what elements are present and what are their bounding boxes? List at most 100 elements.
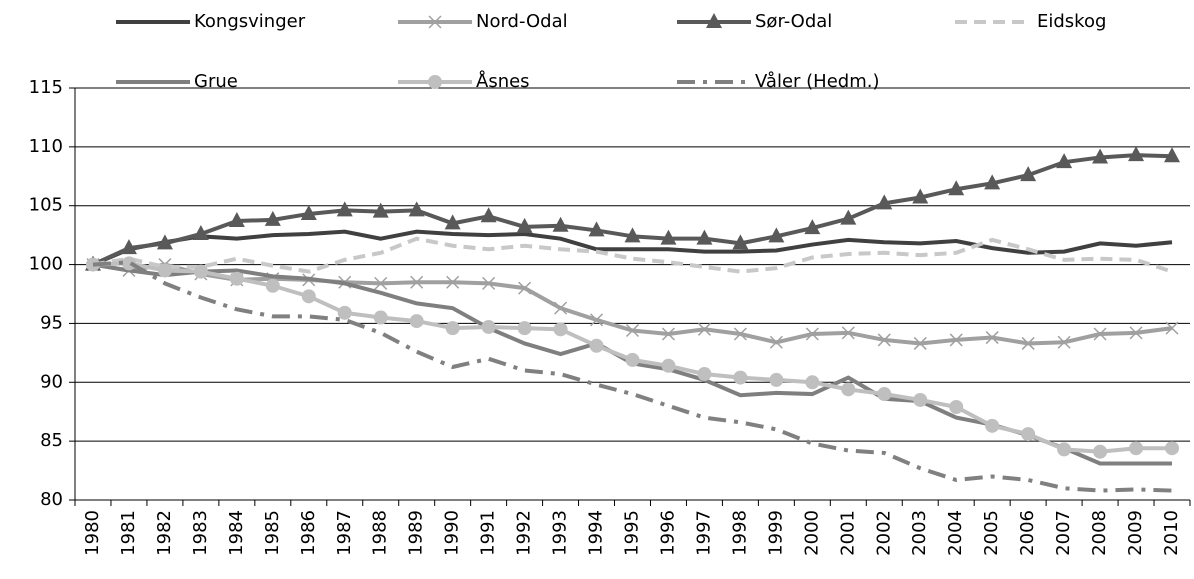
- marker: [517, 321, 532, 336]
- x-tick-label: 1986: [298, 510, 319, 556]
- marker: [156, 234, 173, 250]
- marker: [337, 305, 352, 320]
- marker: [661, 327, 675, 341]
- x-tick-label: 2003: [909, 510, 930, 556]
- marker: [121, 256, 136, 271]
- marker: [805, 327, 819, 341]
- x-tick-label: 1983: [190, 510, 211, 556]
- y-tick-label: 100: [29, 254, 63, 275]
- marker: [481, 319, 496, 334]
- marker: [518, 281, 532, 295]
- marker: [877, 333, 891, 347]
- marker: [410, 275, 424, 289]
- x-tick-label: 2009: [1125, 510, 1146, 556]
- marker: [1020, 166, 1037, 182]
- marker: [228, 212, 245, 228]
- legend-label: Sør-Odal: [755, 11, 832, 32]
- x-tick-label: 2008: [1089, 510, 1110, 556]
- marker: [589, 338, 604, 353]
- marker: [877, 387, 892, 402]
- series-line: [92, 236, 1173, 274]
- marker: [697, 322, 711, 336]
- x-tick-label: 2000: [801, 510, 822, 556]
- marker: [300, 204, 317, 220]
- marker: [301, 289, 316, 304]
- marker: [590, 313, 604, 327]
- marker: [1129, 326, 1143, 340]
- x-tick-label: 2005: [981, 510, 1002, 556]
- marker: [408, 201, 425, 217]
- marker: [625, 323, 640, 338]
- marker: [913, 336, 927, 350]
- marker: [732, 234, 749, 250]
- marker: [516, 217, 533, 233]
- x-tick-label: 2002: [873, 510, 894, 556]
- marker: [264, 210, 281, 226]
- y-tick-label: 115: [29, 77, 63, 98]
- marker: [1164, 147, 1181, 163]
- x-tick-label: 1989: [406, 510, 427, 556]
- x-tick-label: 1997: [693, 510, 714, 556]
- marker: [1129, 441, 1144, 456]
- x-tick-label: 1985: [262, 510, 283, 556]
- marker: [1128, 146, 1145, 162]
- marker: [428, 75, 442, 89]
- marker: [409, 314, 424, 329]
- x-tick-label: 1994: [586, 510, 607, 556]
- y-tick-label: 85: [40, 430, 63, 451]
- marker: [1021, 427, 1036, 442]
- marker: [1165, 441, 1180, 456]
- series-line: [92, 229, 1173, 267]
- marker: [554, 301, 568, 315]
- marker: [912, 188, 929, 204]
- marker: [624, 227, 641, 243]
- legend-label: Grue: [194, 71, 238, 92]
- marker: [428, 15, 442, 29]
- marker: [696, 229, 713, 245]
- marker: [706, 13, 722, 28]
- marker: [480, 207, 497, 223]
- x-tick-label: 1987: [334, 510, 355, 556]
- marker: [157, 263, 172, 278]
- marker: [1057, 335, 1071, 349]
- marker: [805, 375, 820, 390]
- marker: [913, 392, 928, 407]
- marker: [336, 201, 353, 217]
- marker: [660, 229, 677, 245]
- marker: [804, 219, 821, 235]
- marker: [1092, 148, 1109, 164]
- marker: [769, 335, 783, 349]
- x-tick-label: 1980: [82, 510, 103, 556]
- marker: [552, 216, 569, 232]
- marker: [588, 221, 605, 237]
- marker: [1057, 442, 1072, 457]
- marker: [733, 370, 748, 385]
- marker: [374, 276, 388, 290]
- marker: [985, 418, 1000, 433]
- marker: [553, 322, 568, 337]
- marker: [373, 310, 388, 325]
- marker: [841, 382, 856, 397]
- x-tick-label: 1988: [370, 510, 391, 556]
- y-tick-label: 80: [40, 489, 63, 510]
- marker: [733, 327, 747, 341]
- marker: [1165, 321, 1179, 335]
- x-tick-label: 1999: [765, 510, 786, 556]
- marker: [446, 275, 460, 289]
- marker: [229, 271, 244, 286]
- marker: [482, 276, 496, 290]
- marker: [768, 227, 785, 243]
- marker: [984, 174, 1001, 190]
- x-tick-label: 1981: [118, 510, 139, 556]
- marker: [625, 352, 640, 367]
- marker: [1056, 153, 1073, 169]
- x-tick-label: 1998: [729, 510, 750, 556]
- marker: [265, 278, 280, 293]
- legend-label: Nord-Odal: [476, 11, 568, 32]
- x-tick-label: 2010: [1161, 510, 1182, 556]
- y-tick-label: 110: [29, 136, 63, 157]
- legend-label: Kongsvinger: [194, 11, 306, 32]
- marker: [444, 214, 461, 230]
